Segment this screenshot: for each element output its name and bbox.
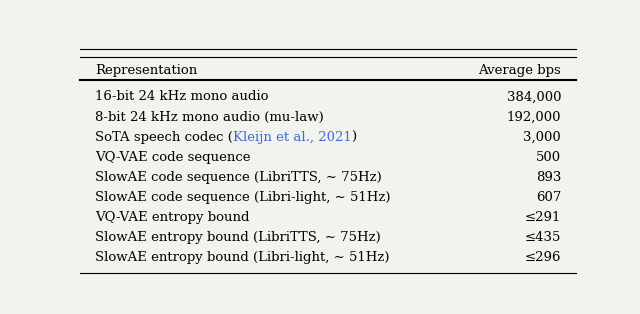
Text: 16-bit 24 kHz mono audio: 16-bit 24 kHz mono audio [95, 90, 268, 103]
Text: SlowAE entropy bound (LibriTTS, ∼ 75Hz): SlowAE entropy bound (LibriTTS, ∼ 75Hz) [95, 231, 381, 244]
Text: 500: 500 [536, 151, 561, 164]
Text: 192,000: 192,000 [507, 111, 561, 123]
Text: 8-bit 24 kHz mono audio (mu-law): 8-bit 24 kHz mono audio (mu-law) [95, 111, 324, 123]
Text: Average bps: Average bps [478, 64, 561, 77]
Text: SlowAE code sequence (LibriTTS, ∼ 75Hz): SlowAE code sequence (LibriTTS, ∼ 75Hz) [95, 171, 381, 184]
Text: SlowAE entropy bound (Libri-light, ∼ 51Hz): SlowAE entropy bound (Libri-light, ∼ 51H… [95, 251, 389, 264]
Text: SlowAE code sequence (Libri-light, ∼ 51Hz): SlowAE code sequence (Libri-light, ∼ 51H… [95, 191, 390, 204]
Text: 893: 893 [536, 171, 561, 184]
Text: 3,000: 3,000 [524, 131, 561, 143]
Text: ≤435: ≤435 [525, 231, 561, 244]
Text: VQ-VAE code sequence: VQ-VAE code sequence [95, 151, 250, 164]
Text: 607: 607 [536, 191, 561, 204]
Text: Representation: Representation [95, 64, 197, 77]
Text: VQ-VAE entropy bound: VQ-VAE entropy bound [95, 211, 250, 224]
Text: SoTA speech codec (: SoTA speech codec ( [95, 131, 233, 143]
Text: ≤291: ≤291 [525, 211, 561, 224]
Text: ): ) [351, 131, 356, 143]
Text: ≤296: ≤296 [525, 251, 561, 264]
Text: 384,000: 384,000 [507, 90, 561, 103]
Text: Kleijn et al., 2021: Kleijn et al., 2021 [233, 131, 351, 143]
